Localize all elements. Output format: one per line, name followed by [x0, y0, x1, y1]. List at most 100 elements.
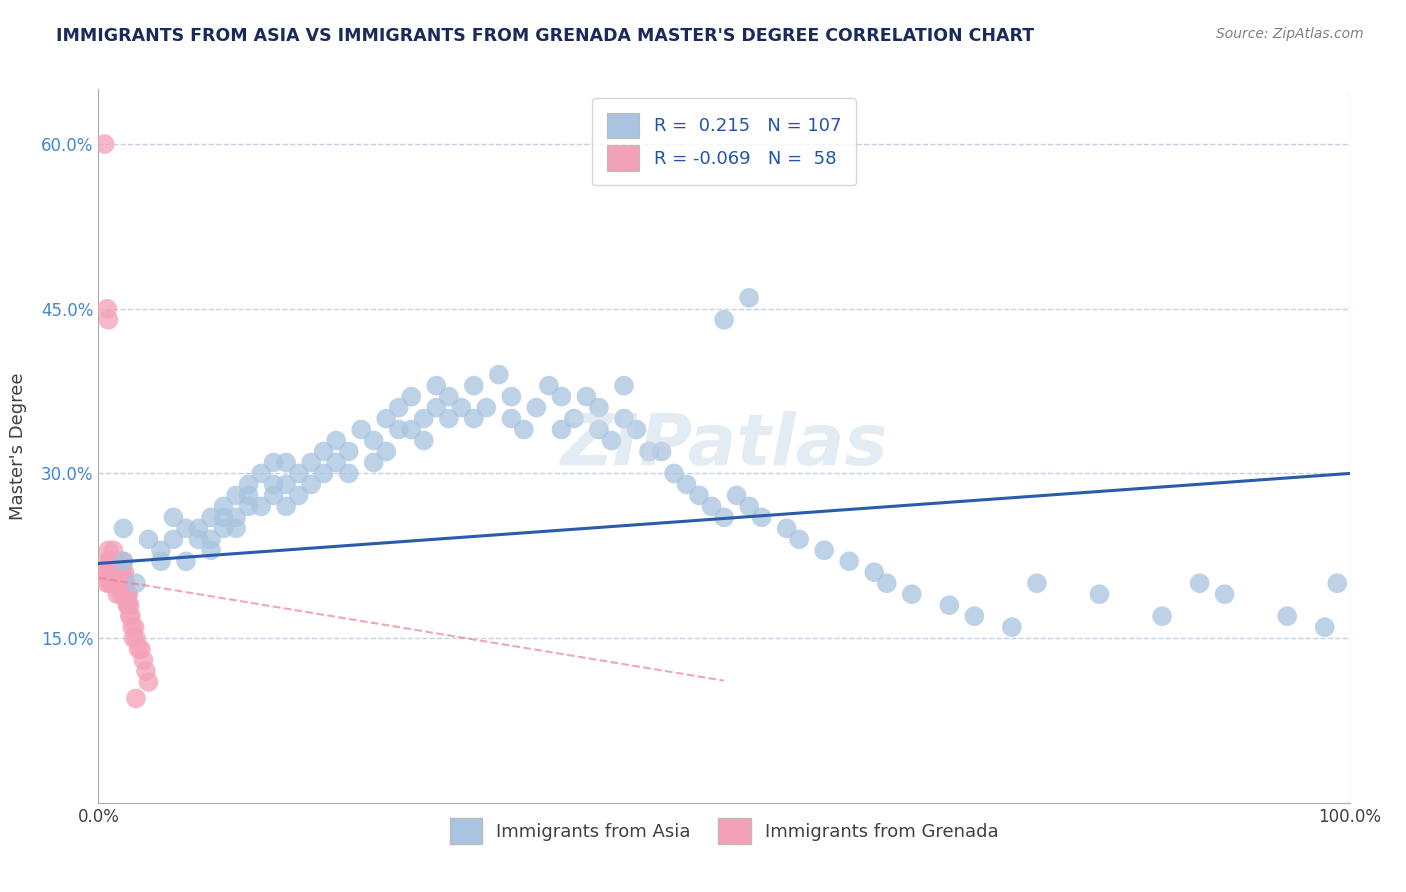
Point [1026, 576, 1049, 591]
Point [738, 500, 761, 514]
Point [350, 423, 373, 437]
Point [463, 378, 485, 392]
Point [138, 675, 160, 690]
Point [112, 521, 135, 535]
Point [337, 467, 360, 481]
Point [107, 576, 129, 591]
Point [613, 378, 636, 392]
Point [588, 401, 610, 415]
Point [138, 533, 160, 547]
Point [104, 576, 127, 591]
Point [112, 554, 135, 568]
Point [101, 566, 124, 580]
Point [97, 566, 120, 580]
Point [96, 576, 118, 591]
Point [111, 576, 134, 591]
Point [776, 521, 799, 535]
Point [132, 653, 155, 667]
Point [122, 631, 145, 645]
Point [100, 566, 122, 580]
Point [1213, 587, 1236, 601]
Point [125, 691, 148, 706]
Point [107, 566, 129, 580]
Point [488, 368, 510, 382]
Point [162, 533, 184, 547]
Point [650, 444, 672, 458]
Point [96, 554, 118, 568]
Point [475, 401, 498, 415]
Point [225, 521, 247, 535]
Point [688, 488, 710, 502]
Point [97, 312, 120, 326]
Point [751, 510, 773, 524]
Text: IMMIGRANTS FROM ASIA VS IMMIGRANTS FROM GRENADA MASTER'S DEGREE CORRELATION CHAR: IMMIGRANTS FROM ASIA VS IMMIGRANTS FROM … [56, 27, 1035, 45]
Point [150, 554, 173, 568]
Point [600, 434, 623, 448]
Point [463, 411, 485, 425]
Point [125, 631, 148, 645]
Point [93, 137, 115, 152]
Y-axis label: Master's Degree: Master's Degree [10, 372, 27, 520]
Point [96, 301, 118, 316]
Point [104, 576, 127, 591]
Point [105, 566, 128, 580]
Point [135, 664, 157, 678]
Point [107, 554, 129, 568]
Point [550, 423, 572, 437]
Point [98, 576, 121, 591]
Point [363, 434, 385, 448]
Point [187, 533, 209, 547]
Point [263, 477, 285, 491]
Point [97, 543, 120, 558]
Point [963, 609, 986, 624]
Point [388, 423, 411, 437]
Point [104, 554, 127, 568]
Point [200, 543, 222, 558]
Point [125, 576, 148, 591]
Point [127, 642, 149, 657]
Point [787, 533, 810, 547]
Point [613, 411, 636, 425]
Point [501, 390, 523, 404]
Point [388, 401, 411, 415]
Point [150, 543, 173, 558]
Point [425, 401, 447, 415]
Point [225, 488, 247, 502]
Point [738, 291, 761, 305]
Point [93, 566, 115, 580]
Point [100, 554, 122, 568]
Point [524, 401, 547, 415]
Point [312, 467, 335, 481]
Point [162, 510, 184, 524]
Point [401, 390, 423, 404]
Point [212, 500, 235, 514]
Point [263, 455, 285, 469]
Point [325, 434, 347, 448]
Point [108, 576, 131, 591]
Point [105, 576, 128, 591]
Point [118, 609, 141, 624]
Point [1326, 576, 1348, 591]
Point [108, 566, 131, 580]
Point [200, 510, 222, 524]
Point [104, 566, 127, 580]
Point [103, 543, 125, 558]
Point [115, 587, 138, 601]
Point [112, 587, 135, 601]
Text: Source: ZipAtlas.com: Source: ZipAtlas.com [1216, 27, 1364, 41]
Point [562, 411, 585, 425]
Point [263, 488, 285, 502]
Point [337, 444, 360, 458]
Point [101, 554, 124, 568]
Point [187, 521, 209, 535]
Point [118, 598, 141, 612]
Point [111, 566, 134, 580]
Point [838, 554, 860, 568]
Point [250, 467, 273, 481]
Point [117, 598, 139, 612]
Point [129, 642, 152, 657]
Text: ZIPatlas: ZIPatlas [561, 411, 887, 481]
Point [120, 609, 142, 624]
Point [325, 455, 347, 469]
Point [115, 576, 138, 591]
